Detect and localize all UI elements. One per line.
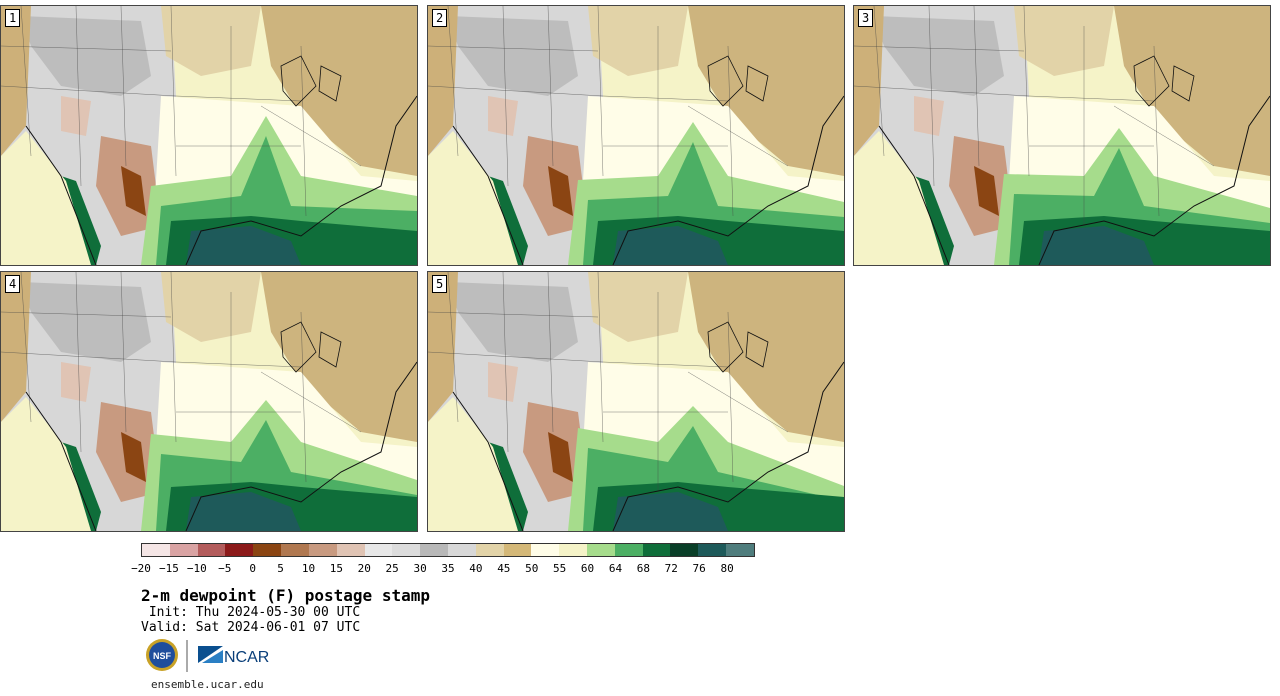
panel-number-label: 5 — [432, 275, 448, 293]
map-panel-2: 2 — [427, 5, 845, 266]
colorbar-swatch — [531, 544, 560, 556]
colorbar-tick: 76 — [692, 562, 706, 575]
colorbar-tick: −10 — [186, 562, 207, 575]
colorbar-tick: 80 — [720, 562, 734, 575]
map-panel-1: 1 — [0, 5, 418, 266]
colorbar-tick: 0 — [249, 562, 256, 575]
colorbar-swatch — [670, 544, 699, 556]
chart-title: 2-m dewpoint (F) postage stamp — [141, 586, 430, 605]
panel-number-label: 2 — [432, 9, 448, 27]
colorbar — [141, 543, 755, 557]
colorbar-swatch — [614, 544, 643, 556]
colorbar-tick: 30 — [413, 562, 427, 575]
init-time-label: Init: Thu 2024-05-30 00 UTC — [141, 605, 361, 620]
colorbar-swatch — [225, 544, 254, 556]
panel-number-label: 3 — [858, 9, 874, 27]
website-link[interactable]: ensemble.ucar.edu — [151, 678, 264, 691]
colorbar-tick: 50 — [525, 562, 539, 575]
nsf-logo-text: NSF — [153, 651, 172, 661]
colorbar-tick: 60 — [580, 562, 595, 575]
colorbar-swatch — [364, 544, 393, 556]
colorbar-swatch — [475, 544, 504, 556]
colorbar-swatch — [392, 544, 421, 556]
colorbar-swatch — [503, 544, 532, 556]
colorbar-tick: 25 — [385, 562, 399, 575]
colorbar-tick: 45 — [497, 562, 511, 575]
colorbar-swatch — [726, 544, 754, 556]
colorbar-tick: 68 — [636, 562, 650, 575]
colorbar-tick: 35 — [441, 562, 455, 575]
colorbar-swatch — [336, 544, 365, 556]
colorbar-swatch — [559, 544, 587, 556]
map-panel-5: 5 — [427, 271, 845, 532]
colorbar-swatch — [447, 544, 476, 556]
colorbar-swatch — [197, 544, 226, 556]
colorbar-tick: −15 — [158, 562, 179, 575]
colorbar-swatch — [253, 544, 282, 556]
colorbar-tick: 20 — [357, 562, 371, 575]
colorbar-tick: 64 — [608, 562, 623, 575]
colorbar-swatch — [308, 544, 337, 556]
colorbar-swatch — [587, 544, 615, 556]
colorbar-swatch — [698, 544, 727, 556]
colorbar-swatch — [142, 544, 170, 556]
colorbar-swatch — [169, 544, 198, 556]
colorbar-tick: −5 — [218, 562, 232, 575]
colorbar-swatch — [642, 544, 671, 556]
colorbar-tick: 5 — [277, 562, 284, 575]
colorbar-swatch — [420, 544, 448, 556]
valid-time-label: Valid: Sat 2024-06-01 07 UTC — [141, 620, 361, 635]
colorbar-tick-labels: −20 −15 −10 −5 0 5 10 15 20 25 30 35 40 45 50 55 60 64 68 7… — [131, 562, 755, 576]
colorbar-swatch — [281, 544, 309, 556]
colorbar-tick: 15 — [329, 562, 343, 575]
logos: NSF NCAR — [146, 639, 269, 672]
colorbar-tick: 10 — [301, 562, 316, 575]
colorbar-tick: −20 — [131, 562, 151, 575]
ncar-logo-icon: NCAR — [198, 646, 269, 666]
nsf-logo-icon: NSF — [146, 639, 178, 671]
map-panel-4: 4 — [0, 271, 418, 532]
colorbar-tick: 72 — [664, 562, 678, 575]
colorbar-tick: 55 — [553, 562, 567, 575]
colorbar-tick: 40 — [469, 562, 483, 575]
ncar-logo-text: NCAR — [224, 649, 269, 666]
panel-number-label: 1 — [5, 9, 21, 27]
panel-number-label: 4 — [5, 275, 21, 293]
map-panel-3: 3 — [853, 5, 1271, 266]
